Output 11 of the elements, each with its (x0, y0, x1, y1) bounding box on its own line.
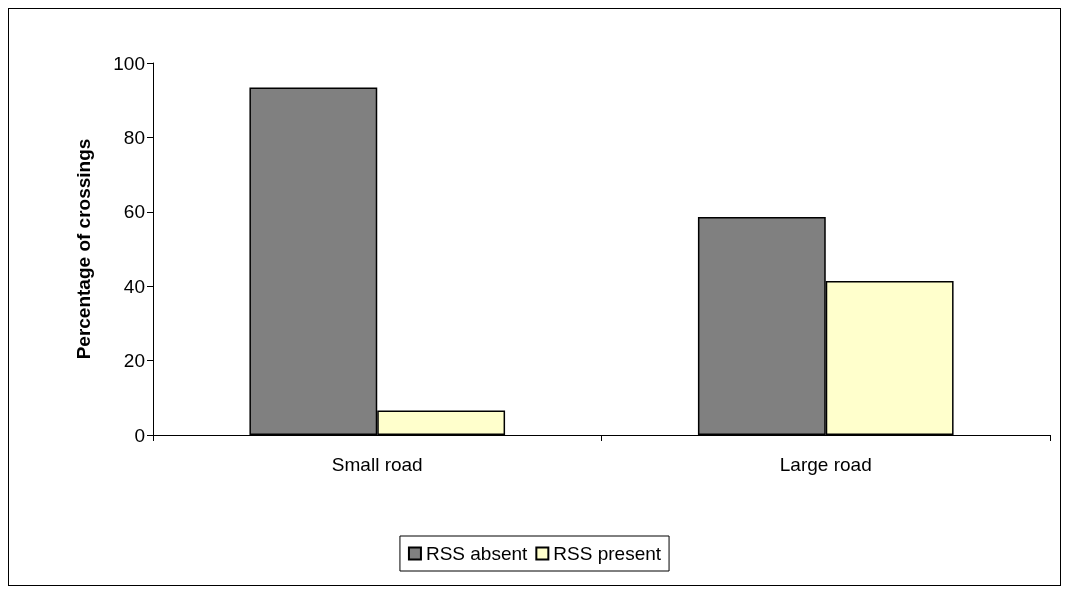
legend-label: RSS present (553, 543, 662, 564)
y-tick-label: 60 (123, 201, 145, 223)
x-tick-label: Large road (779, 454, 872, 475)
legend-label: RSS absent (425, 543, 529, 564)
y-tick-label: 100 (113, 52, 145, 74)
y-axis-title: Percentage of crossings (73, 138, 94, 360)
y-tick-label: 80 (123, 126, 145, 148)
x-tick-label: Small road (331, 454, 423, 475)
y-tick-label: 20 (123, 350, 145, 372)
y-tick-label: 40 (123, 275, 145, 297)
y-tick-label: 0 (134, 424, 145, 446)
